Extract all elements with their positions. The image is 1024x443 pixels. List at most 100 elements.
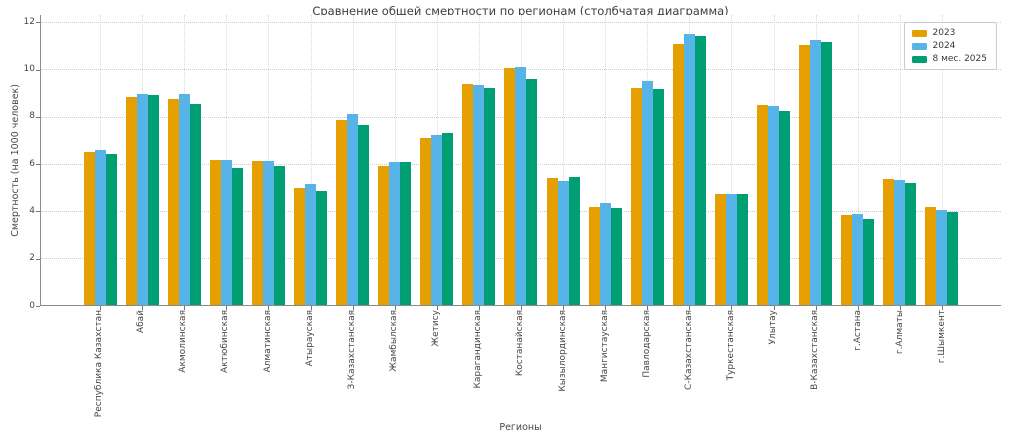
- x-tick-mark: [605, 305, 607, 310]
- bar-group: [837, 15, 879, 310]
- y-tick-label: 2: [29, 253, 35, 264]
- bar: [936, 209, 948, 305]
- x-tick-mark: [520, 305, 522, 310]
- bar: [358, 124, 370, 305]
- x-tick-mark: [226, 305, 228, 310]
- x-tick-label: В-Казахстанская: [794, 310, 836, 428]
- x-tick-label: г.Шымкент: [921, 310, 963, 428]
- x-tick-mark: [184, 305, 186, 310]
- x-tick-label-text: Костанайская: [515, 310, 526, 377]
- gridline-x: [731, 15, 733, 305]
- bar: [273, 166, 285, 305]
- bar-cluster: [79, 15, 121, 305]
- x-tick-label-text: Алматинская: [262, 310, 273, 373]
- bar: [262, 161, 274, 305]
- legend: 2023 2024 8 мес. 2025: [903, 22, 997, 70]
- bar: [220, 160, 232, 305]
- x-tick-label-text: Кызылординская: [557, 310, 568, 392]
- gridline-x: [605, 15, 607, 305]
- x-tick-label-text: Карагандинская: [473, 310, 484, 389]
- x-tick-mark: [142, 305, 144, 310]
- legend-label: 2023: [932, 28, 956, 38]
- bar: [736, 194, 748, 305]
- bar: [167, 98, 179, 305]
- bar-cluster: [668, 15, 710, 305]
- x-tick-label-text: Мангистауская: [599, 310, 610, 383]
- bar: [209, 160, 221, 305]
- legend-label: 2024: [932, 41, 956, 51]
- x-tick-mark: [394, 305, 396, 310]
- bar: [641, 81, 653, 305]
- bar: [125, 96, 137, 305]
- bar-cluster: [289, 15, 331, 305]
- legend-item: 2023: [911, 28, 988, 38]
- bar-cluster: [121, 15, 163, 305]
- x-tick-label-text: Жамбылская: [389, 310, 400, 372]
- x-tick-mark: [436, 305, 438, 310]
- bar-group: [879, 15, 921, 310]
- x-tick-label: С-Казахстанская: [668, 310, 710, 428]
- bar-group: [247, 15, 289, 310]
- x-tick-label-text: З-Казахстанская: [346, 310, 357, 390]
- bar: [557, 181, 569, 305]
- bar-group: [205, 15, 247, 310]
- bar: [799, 44, 811, 305]
- bar-group: [584, 15, 626, 310]
- x-tick-label: г.Алматы: [879, 310, 921, 428]
- bar: [526, 78, 538, 305]
- x-axis-tick-labels: Республика Казахстан Абай Акмолинская Актюб…: [40, 310, 1001, 428]
- bar: [630, 88, 642, 305]
- gridline-x: [268, 15, 270, 305]
- bar: [694, 36, 706, 305]
- y-tick-label: 8: [29, 111, 35, 122]
- bar: [178, 94, 190, 305]
- x-tick-mark: [100, 305, 102, 310]
- bar: [504, 68, 516, 305]
- x-tick-label: Улытау: [752, 310, 794, 428]
- legend-item: 8 мес. 2025: [911, 54, 987, 64]
- bar: [305, 183, 317, 305]
- bar-group: [542, 15, 584, 310]
- bar-groups: [41, 15, 1001, 310]
- bar-cluster: [374, 15, 416, 305]
- y-tick-label: 10: [23, 64, 35, 75]
- bar: [336, 120, 348, 305]
- x-tick-label-text: Павлодарская: [641, 310, 652, 378]
- x-tick-label-text: В-Казахстанская: [810, 310, 821, 390]
- bar: [821, 42, 833, 305]
- x-tick-mark: [731, 305, 733, 310]
- y-tick-mark: [36, 258, 40, 260]
- bar: [378, 166, 390, 305]
- bar: [189, 103, 201, 305]
- plot-area: 2023 2024 8 мес. 2025: [40, 15, 1001, 310]
- x-tick-label: Жамбылская: [373, 310, 415, 428]
- bar-group: [668, 15, 710, 310]
- bar: [672, 43, 684, 305]
- legend-swatch: [911, 29, 927, 37]
- x-tick-mark: [478, 305, 480, 310]
- bar-cluster: [626, 15, 668, 305]
- y-tick-label: 4: [29, 205, 35, 216]
- y-tick-mark: [36, 22, 40, 24]
- bar-cluster: [753, 15, 795, 305]
- bar-cluster: [205, 15, 247, 305]
- x-tick-label-text: Актюбинская: [220, 310, 231, 374]
- legend-item: 2024: [911, 41, 988, 51]
- x-axis-label: Регионы: [499, 422, 542, 433]
- x-tick-label-text: Атырауская: [304, 310, 315, 367]
- gridline-x: [941, 15, 943, 305]
- x-tick-label-text: Республика Казахстан: [94, 310, 105, 418]
- x-tick-label-text: г.Алматы: [894, 310, 905, 355]
- bar-group: [753, 15, 795, 310]
- bar: [420, 137, 432, 305]
- bar: [883, 178, 895, 305]
- x-tick-mark: [689, 305, 691, 310]
- x-tick-label-text: Абай: [136, 310, 147, 334]
- bar: [515, 67, 527, 305]
- bar-cluster: [332, 15, 374, 305]
- bar: [610, 208, 622, 305]
- x-tick-label: Павлодарская: [626, 310, 668, 428]
- bar-group: [626, 15, 668, 310]
- x-tick-label-text: Акмолинская: [178, 310, 189, 373]
- bar: [905, 182, 917, 305]
